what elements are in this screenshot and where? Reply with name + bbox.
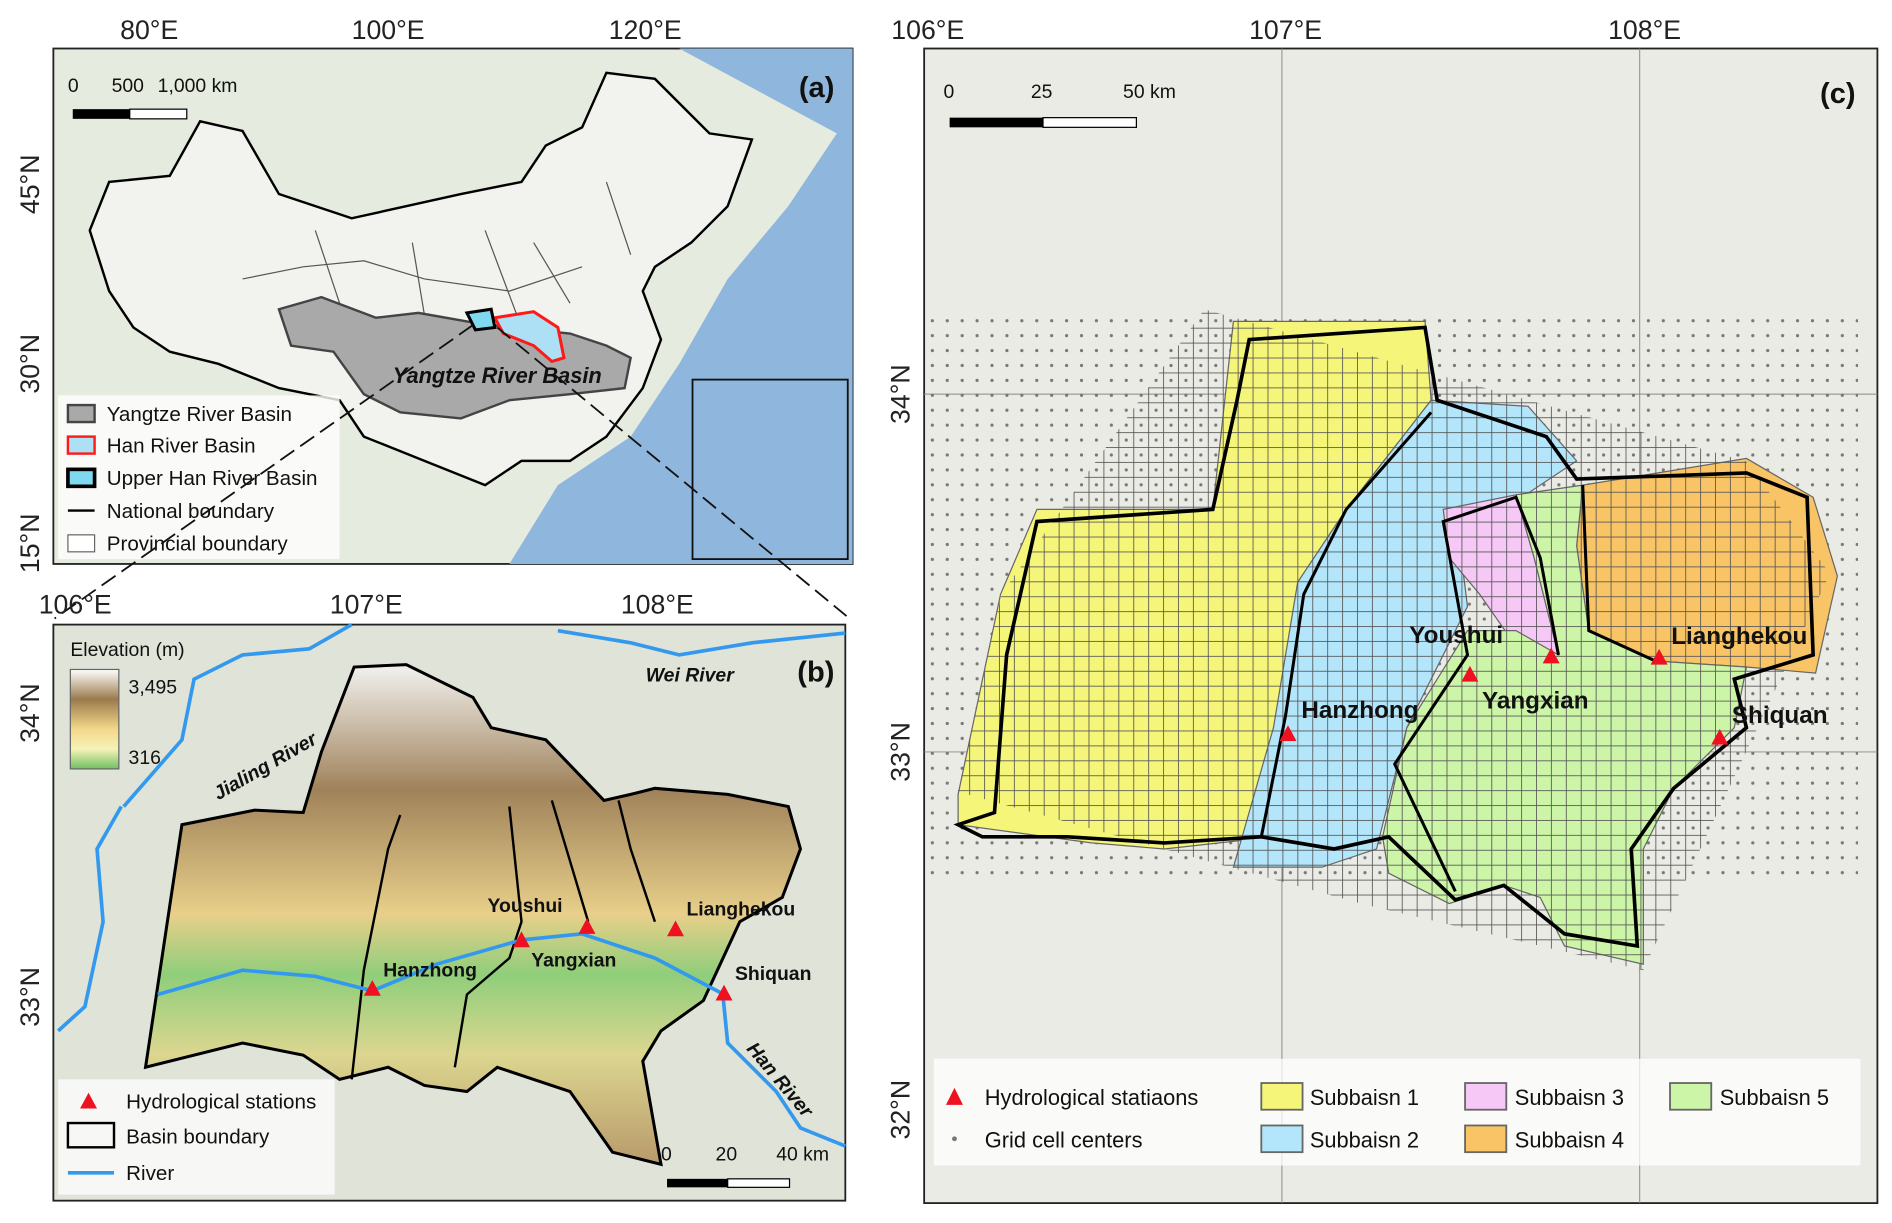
lat-tick: 30°N [15, 334, 45, 394]
zoom-line [496, 326, 848, 617]
jialing-river [122, 623, 353, 808]
panel-b-label: (b) [797, 657, 834, 689]
lon-tick: 100°E [352, 15, 425, 45]
legend-grid-centers: Grid cell centers [985, 1127, 1143, 1152]
legend-stations: Hydrological statiaons [985, 1085, 1199, 1110]
panel-c-scale-bar: 0 25 50 km [944, 81, 1176, 128]
station-hanzhong: Hanzhong [383, 959, 477, 981]
elevation-title: Elevation (m) [70, 639, 184, 661]
panel-b-scale-bar: 0 20 40 km [661, 1144, 829, 1188]
upper-han-basin-boundary [953, 325, 1816, 949]
scale-zero: 0 [68, 75, 79, 97]
scale-end: 40 km [776, 1144, 829, 1166]
scale-zero: 0 [661, 1144, 672, 1166]
station-lianghekou: Lianghekou [686, 899, 795, 921]
elevation-max: 3,495 [129, 677, 178, 699]
legend-river: River [126, 1162, 174, 1185]
lon-tick: 106°E [39, 590, 112, 620]
subbasin-boundaries [1259, 411, 1657, 893]
station-markers-c: Youshui Hanzhong Yangxian Lianghekou Shi… [1279, 622, 1828, 745]
lat-tick: 15°N [15, 514, 45, 574]
lon-tick: 120°E [609, 15, 682, 45]
panel-c-label: (c) [1820, 78, 1856, 110]
lon-tick: 107°E [330, 590, 403, 620]
legend-yangtze: Yangtze River Basin [107, 403, 292, 426]
river [56, 805, 123, 1033]
panel-a-legend: Yangtze River Basin Han River Basin Uppe… [58, 395, 340, 560]
panel-b-legend: Hydrological stations Basin boundary Riv… [58, 1079, 335, 1195]
station-shiquan: Shiquan [1732, 702, 1828, 729]
legend-basin-boundary: Basin boundary [126, 1126, 270, 1149]
wei-river [557, 628, 846, 657]
station-yangxian: Yangxian [1482, 687, 1588, 714]
scale-zero: 0 [944, 81, 955, 103]
lat-tick: 32°N [886, 1080, 916, 1140]
scale-mid: 500 [112, 75, 145, 97]
south-china-sea-inset [691, 378, 849, 561]
panel-a-scale-bar: 0 500 1,000 km [68, 75, 238, 120]
han-river-mainstream [157, 932, 725, 997]
elevation-colorbar [69, 668, 120, 770]
wei-river-label: Wei River [646, 665, 735, 687]
lon-tick: 107°E [1249, 15, 1322, 45]
elevation-legend: Elevation (m) 3,495 316 [69, 639, 185, 770]
lon-tick: 108°E [621, 590, 694, 620]
lon-tick: 106°E [891, 15, 964, 45]
legend-subbasin-4: Subbaisn 4 [1515, 1127, 1624, 1152]
scale-end: 50 km [1123, 81, 1176, 103]
station-yangxian: Yangxian [531, 950, 616, 972]
scale-mid: 20 [716, 1144, 738, 1166]
legend-subbasin-5: Subbaisn 5 [1720, 1085, 1829, 1110]
station-markers-b: Hanzhong Youshui Yangxian Lianghekou Shi… [363, 895, 811, 1001]
panel-b-elevation-map: Wei River Jialing River Han River (b) Ha… [15, 590, 847, 1202]
upper-han-basin [143, 663, 803, 1167]
legend-subbasin-1: Subbaisn 1 [1310, 1085, 1419, 1110]
panel-c-grid-map: Youshui Hanzhong Yangxian Lianghekou Shi… [886, 15, 1879, 1205]
station-lianghekou: Lianghekou [1671, 623, 1807, 650]
legend-national: National boundary [107, 500, 275, 523]
station-youshui: Youshui [488, 895, 563, 917]
legend-subbasin-2: Subbaisn 2 [1310, 1127, 1419, 1152]
lat-tick: 34°N [886, 364, 916, 424]
scale-mid: 25 [1031, 81, 1053, 103]
station-shiquan: Shiquan [735, 963, 811, 985]
lat-tick: 33°N [886, 722, 916, 782]
lat-tick: 33°N [15, 967, 45, 1027]
panel-a-label: (a) [799, 72, 835, 104]
legend-stations: Hydrological stations [126, 1090, 316, 1113]
lat-tick: 34°N [15, 683, 45, 743]
station-youshui: Youshui [1409, 622, 1503, 649]
legend-han: Han River Basin [107, 434, 256, 457]
legend-provincial: Provincial boundary [107, 533, 289, 556]
lon-tick: 80°E [120, 15, 178, 45]
scale-end: 1,000 km [158, 75, 238, 97]
yangtze-river-basin [277, 295, 633, 420]
legend-subbasin-3: Subbaisn 3 [1515, 1085, 1624, 1110]
panel-a-china-map: Yangtze River Basin (a) 0 500 1,000 km Y… [15, 15, 854, 620]
lon-tick: 108°E [1608, 15, 1681, 45]
station-hanzhong: Hanzhong [1301, 697, 1418, 724]
lat-tick: 45°N [15, 155, 45, 215]
upper-han-river-basin [464, 307, 497, 332]
yangtze-basin-label: Yangtze River Basin [393, 363, 602, 388]
zoom-line [54, 324, 474, 620]
elevation-min: 316 [129, 747, 161, 769]
legend-upper-han: Upper Han River Basin [107, 467, 318, 490]
panel-c-legend: Hydrological statiaons Grid cell centers… [933, 1058, 1861, 1166]
provincial-boundaries [242, 181, 632, 328]
han-river [721, 994, 847, 1148]
subbasin-boundaries [350, 800, 657, 1080]
